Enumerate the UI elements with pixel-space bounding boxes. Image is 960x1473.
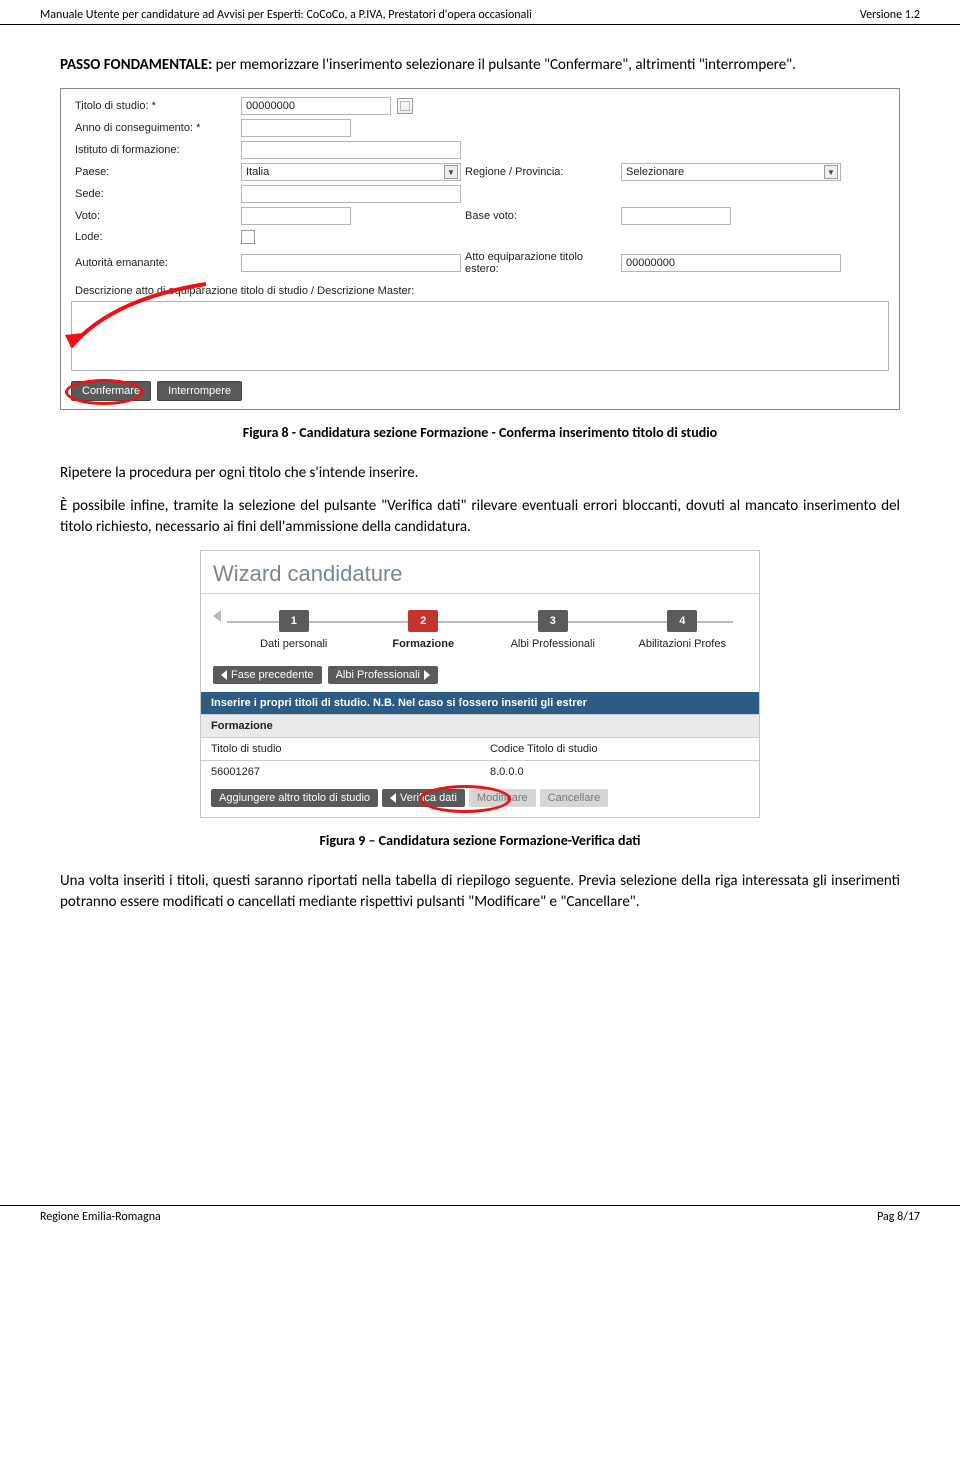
- triangle-left-icon: [213, 610, 221, 622]
- input-voto[interactable]: [241, 207, 351, 225]
- lookup-icon[interactable]: [397, 98, 413, 114]
- intro-rest: per memorizzare l'inserimento selezionar…: [212, 56, 796, 74]
- header-right: Versione 1.2: [860, 8, 920, 22]
- wizard-screenshot: Wizard candidature 1 Dati personali 2 Fo…: [200, 550, 760, 818]
- page-footer: Regione Emilia-Romagna Pag 8/17: [0, 1205, 960, 1234]
- step-3[interactable]: 3 Albi Professionali: [488, 610, 618, 650]
- chevron-down-icon: ▼: [824, 165, 838, 179]
- label-titolo: Titolo di studio: *: [71, 98, 241, 114]
- label-autorita: Autorità emanante:: [71, 255, 241, 271]
- col-titolo: Titolo di studio: [201, 738, 480, 760]
- next-phase-button[interactable]: Albi Professionali: [328, 666, 438, 684]
- verifica-dati-button[interactable]: Verifica dati: [382, 789, 465, 807]
- step-4[interactable]: 4 Abilitazioni Profes: [618, 610, 748, 650]
- page-header: Manuale Utente per candidature ad Avvisi…: [0, 0, 960, 25]
- final-paragraph: Una volta inseriti i titoli, questi sara…: [60, 871, 900, 913]
- input-basevoto[interactable]: [621, 207, 731, 225]
- step-1[interactable]: 1 Dati personali: [229, 610, 359, 650]
- modificare-button[interactable]: Modificare: [469, 789, 536, 807]
- select-regione[interactable]: Selezionare ▼: [621, 163, 841, 181]
- wizard-steps: 1 Dati personali 2 Formazione 3 Albi Pro…: [201, 594, 759, 656]
- footer-left: Regione Emilia-Romagna: [40, 1210, 161, 1224]
- chevron-down-icon: ▼: [444, 165, 458, 179]
- label-regione: Regione / Provincia:: [461, 164, 621, 180]
- label-descrizione: Descrizione atto di equiparazione titolo…: [71, 283, 889, 299]
- label-lode: Lode:: [71, 229, 241, 245]
- cancellare-button[interactable]: Cancellare: [540, 789, 609, 807]
- instruction-banner: Inserire i propri titoli di studio. N.B.…: [201, 692, 759, 714]
- wizard-title: Wizard candidature: [201, 551, 759, 594]
- input-anno[interactable]: [241, 119, 351, 137]
- input-sede[interactable]: [241, 185, 461, 203]
- header-left: Manuale Utente per candidature ad Avvisi…: [40, 8, 532, 22]
- label-sede: Sede:: [71, 186, 241, 202]
- input-autorita[interactable]: [241, 254, 461, 272]
- triangle-left-icon: [221, 670, 227, 680]
- step-2[interactable]: 2 Formazione: [359, 610, 489, 650]
- form-screenshot: Titolo di studio: * 00000000 Anno di con…: [60, 88, 900, 410]
- figure-9-caption: Figura 9 – Candidatura sezione Formazion…: [60, 832, 900, 849]
- intro-paragraph: PASSO FONDAMENTALE: per memorizzare l'in…: [60, 55, 900, 76]
- input-titolo[interactable]: 00000000: [241, 97, 391, 115]
- label-voto: Voto:: [71, 208, 241, 224]
- section-formazione: Formazione: [201, 714, 759, 738]
- select-paese[interactable]: Italia ▼: [241, 163, 461, 181]
- prev-phase-button[interactable]: Fase precedente: [213, 666, 322, 684]
- verifica-paragraph: È possibile infine, tramite la selezione…: [60, 496, 900, 538]
- table-row[interactable]: 56001267 8.0.0.0: [201, 761, 759, 783]
- textarea-descrizione[interactable]: [71, 301, 889, 371]
- label-atto: Atto equiparazione titolo estero:: [461, 249, 621, 277]
- confermare-button[interactable]: Confermare: [71, 381, 151, 401]
- figure-8-caption: Figura 8 - Candidatura sezione Formazion…: [60, 424, 900, 441]
- checkbox-lode[interactable]: [241, 230, 255, 244]
- triangle-right-icon: [424, 670, 430, 680]
- input-atto[interactable]: 00000000: [621, 254, 841, 272]
- interrompere-button[interactable]: Interrompere: [157, 381, 242, 401]
- label-basevoto: Base voto:: [461, 208, 621, 224]
- col-codice: Codice Titolo di studio: [480, 738, 759, 760]
- label-paese: Paese:: [71, 164, 241, 180]
- label-istituto: Istituto di formazione:: [71, 142, 241, 158]
- footer-right: Pag 8/17: [877, 1210, 920, 1224]
- table-header: Titolo di studio Codice Titolo di studio: [201, 738, 759, 761]
- ripetere-paragraph: Ripetere la procedura per ogni titolo ch…: [60, 463, 900, 484]
- triangle-left-icon: [390, 793, 396, 803]
- label-anno: Anno di conseguimento: *: [71, 120, 241, 136]
- input-istituto[interactable]: [241, 141, 461, 159]
- intro-bold: PASSO FONDAMENTALE:: [60, 56, 212, 74]
- add-titolo-button[interactable]: Aggiungere altro titolo di studio: [211, 789, 378, 807]
